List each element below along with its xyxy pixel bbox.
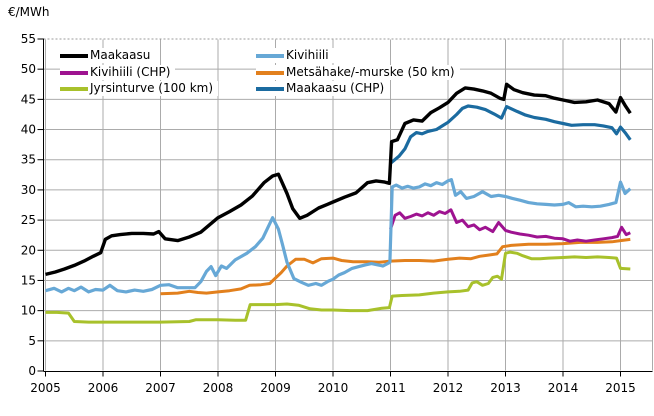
- legend-swatch-kivihiili: [256, 53, 284, 58]
- series-line-kivihiili_chp: [389, 208, 631, 243]
- legend-swatch-maakaasu: [60, 53, 88, 58]
- legend-label-maakaasu-chp: Maakaasu (CHP): [286, 81, 385, 95]
- series-line-metsahake_murske: [160, 237, 631, 296]
- legend-swatch-jyrsinturve: [60, 86, 88, 91]
- x-tick-label-2009: 2009: [260, 381, 291, 395]
- legend-item-metsahake: Metsähake/-murske (50 km): [256, 65, 460, 80]
- x-tick-label-2006: 2006: [88, 381, 119, 395]
- x-tick-label-2005: 2005: [30, 381, 61, 395]
- legend-item-kivihiili-chp: Kivihiili (CHP): [60, 65, 176, 80]
- series-line-maakaasu_chp: [389, 104, 632, 165]
- legend-label-jyrsinturve: Jyrsinturve (100 km): [90, 81, 214, 95]
- x-tick-label-2007: 2007: [145, 381, 176, 395]
- y-axis-unit-label: €/MWh: [8, 5, 50, 19]
- series-line-jyrsinturve: [45, 250, 631, 324]
- series-line-kivihiili: [45, 178, 632, 294]
- y-tick-label-40: 40: [21, 123, 36, 137]
- legend-item-jyrsinturve: Jyrsinturve (100 km): [60, 81, 219, 96]
- y-tick-label-5: 5: [28, 334, 36, 348]
- legend-label-metsahake: Metsähake/-murske (50 km): [286, 65, 455, 79]
- x-tick-label-2012: 2012: [433, 381, 464, 395]
- legend-item-maakaasu: Maakaasu: [60, 48, 156, 63]
- x-tick-label-2010: 2010: [318, 381, 349, 395]
- y-tick-label-45: 45: [21, 92, 36, 106]
- y-tick-label-35: 35: [21, 153, 36, 167]
- y-tick-label-10: 10: [21, 304, 36, 318]
- legend-swatch-maakaasu-chp: [256, 86, 284, 91]
- legend-swatch-metsahake: [256, 70, 284, 75]
- x-tick-label-2008: 2008: [203, 381, 234, 395]
- legend-label-kivihiili: Kivihiili: [286, 48, 329, 62]
- y-tick-label-55: 55: [21, 32, 36, 46]
- y-tick-label-30: 30: [21, 183, 36, 197]
- y-tick-label-20: 20: [21, 243, 36, 257]
- y-tick-label-50: 50: [21, 62, 36, 76]
- y-tick-label-15: 15: [21, 273, 36, 287]
- x-tick-label-2014: 2014: [548, 381, 579, 395]
- series-line-maakaasu: [45, 82, 632, 277]
- legend-item-maakaasu-chp: Maakaasu (CHP): [256, 81, 390, 96]
- legend-item-kivihiili: Kivihiili: [256, 48, 334, 63]
- legend-label-kivihiili-chp: Kivihiili (CHP): [90, 65, 171, 79]
- x-tick-label-2011: 2011: [375, 381, 406, 395]
- x-tick-label-2013: 2013: [490, 381, 521, 395]
- legend-label-maakaasu: Maakaasu: [90, 48, 151, 62]
- x-tick-label-2015: 2015: [605, 381, 636, 395]
- y-tick-label-25: 25: [21, 213, 36, 227]
- legend-swatch-kivihiili-chp: [60, 70, 88, 75]
- y-tick-label-0: 0: [28, 364, 36, 378]
